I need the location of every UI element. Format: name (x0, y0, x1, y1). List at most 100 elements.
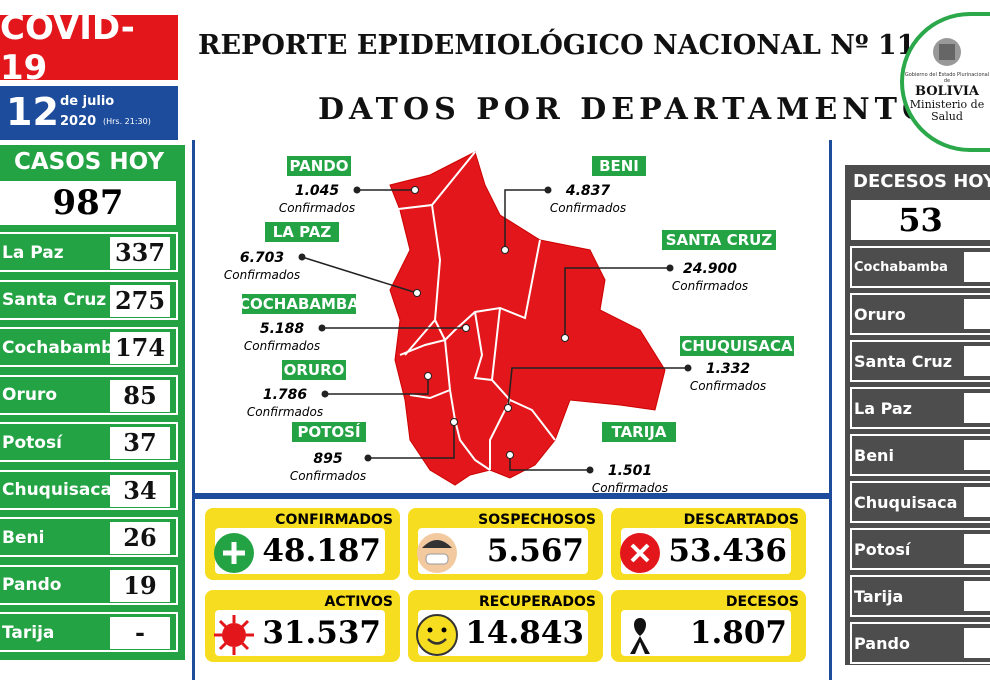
total-card: ACTIVOS 31.537 (205, 590, 400, 662)
department-label: POTOSÍ (297, 422, 361, 441)
death-count-box (964, 487, 990, 517)
leader-dot (666, 264, 674, 272)
report-subtitle: DATOS POR DEPARTAMENTO (318, 92, 934, 127)
case-row: Potosí 37 (0, 422, 178, 462)
department-unit: Confirmados (672, 279, 748, 293)
covid-badge: COVID-19 (0, 8, 178, 88)
department-label: PANDO (290, 157, 349, 175)
department-name: Oruro (854, 304, 906, 324)
date-month: de julio (60, 94, 115, 109)
department-value: 1.332 (706, 361, 750, 377)
case-row: Santa Cruz 275 (0, 279, 178, 320)
map: PANDO 1.045 Confirmados BENI 4.837 Confirmado… (224, 151, 794, 495)
map-point (424, 372, 432, 380)
department-name: Santa Cruz (2, 290, 107, 310)
case-count: 85 (110, 379, 170, 412)
map-point (504, 404, 512, 412)
department-name: Beni (2, 527, 45, 548)
department-label-bg (680, 336, 794, 356)
death-row: Potosí (850, 528, 990, 570)
total-icon (630, 618, 650, 654)
department-borders (389, 151, 556, 471)
death-count-box (964, 346, 990, 376)
total-label: SOSPECHOSOS (478, 512, 596, 528)
department-unit: Confirmados (290, 469, 366, 483)
case-row: Beni 26 (0, 517, 178, 557)
deaths-title: DECESOS HOY (853, 171, 990, 192)
death-count-box (964, 299, 990, 329)
department-label: TARIJA (612, 423, 667, 441)
department-unit: Confirmados (224, 268, 300, 282)
coat-of-arms (933, 38, 961, 66)
total-value: 5.567 (486, 533, 584, 569)
department-name: Santa Cruz (854, 351, 953, 371)
department-name: Pando (2, 575, 62, 595)
map-point (561, 334, 569, 342)
department-name: Potosí (854, 539, 911, 559)
case-row: Chuquisaca 34 (0, 469, 178, 510)
department-name: Beni (854, 445, 894, 465)
department-label: LA PAZ (273, 223, 332, 241)
map-point (450, 418, 458, 426)
total-icon (620, 533, 660, 573)
logo-ministry: Ministerio de Salud (909, 98, 985, 123)
department-unit: Confirmados (244, 339, 320, 353)
death-row: Beni (850, 434, 990, 476)
department-value: 4.837 (565, 183, 611, 199)
department-label-bg (287, 156, 351, 176)
leader-dot (364, 454, 372, 462)
death-row: Chuquisaca (850, 481, 990, 523)
total-card: DESCARTADOS 53.436 (611, 508, 806, 580)
map-point (506, 451, 514, 459)
death-count-box (964, 628, 990, 658)
case-count: 34 (110, 474, 170, 507)
department-label: BENI (599, 157, 639, 175)
case-row: Oruro 85 (0, 374, 178, 415)
death-count-box (964, 252, 990, 282)
total-label: RECUPERADOS (478, 594, 596, 610)
death-row: Cochabamba (850, 246, 990, 288)
leader-line (504, 189, 548, 250)
department-label: COCHABAMBA (239, 295, 359, 313)
department-label-bg (292, 422, 366, 442)
case-count: - (110, 617, 170, 649)
total-card: CONFIRMADOS 48.187 (205, 508, 400, 580)
report-title: REPORTE EPIDEMIOLÓGICO NACIONAL Nº 119 (198, 30, 935, 61)
department-label-bg (602, 422, 676, 442)
department-value: 24.900 (683, 261, 737, 277)
total-value: 31.537 (262, 615, 381, 651)
department-unit: Confirmados (279, 201, 355, 215)
department-name: Pando (854, 633, 910, 653)
department-unit: Confirmados (690, 379, 766, 393)
case-row: Pando 19 (0, 564, 178, 605)
department-name: La Paz (854, 398, 912, 418)
total-value: 14.843 (465, 615, 584, 651)
total-value: 48.187 (262, 533, 381, 569)
death-count-box (964, 440, 990, 470)
case-count: 337 (110, 237, 170, 269)
department-label-bg (662, 230, 776, 250)
case-count: 26 (110, 522, 170, 554)
department-label: CHUQUISACA (681, 337, 793, 355)
department-label: ORURO (284, 361, 345, 379)
department-label: SANTA CRUZ (666, 231, 773, 249)
leader-dot (586, 466, 594, 474)
leader-line (368, 422, 455, 459)
department-name: Cochabamba (2, 337, 125, 358)
total-icon (417, 533, 457, 573)
department-label-bg (282, 360, 346, 380)
death-row: Oruro (850, 293, 990, 335)
leader-line (507, 367, 688, 409)
department-value: 5.188 (260, 321, 305, 337)
department-name: Tarija (2, 622, 55, 643)
logo-country: BOLIVIA (914, 84, 980, 99)
logo-caption: Gobierno del Estado Plurinacional de (904, 72, 990, 84)
department-unit: Confirmados (247, 405, 323, 419)
department-name: Cochabamba (854, 259, 948, 275)
death-row: Pando (850, 622, 990, 664)
death-count-box (964, 393, 990, 423)
department-label-bg (265, 222, 339, 242)
map-point (411, 186, 419, 194)
leader-dot (684, 364, 692, 372)
